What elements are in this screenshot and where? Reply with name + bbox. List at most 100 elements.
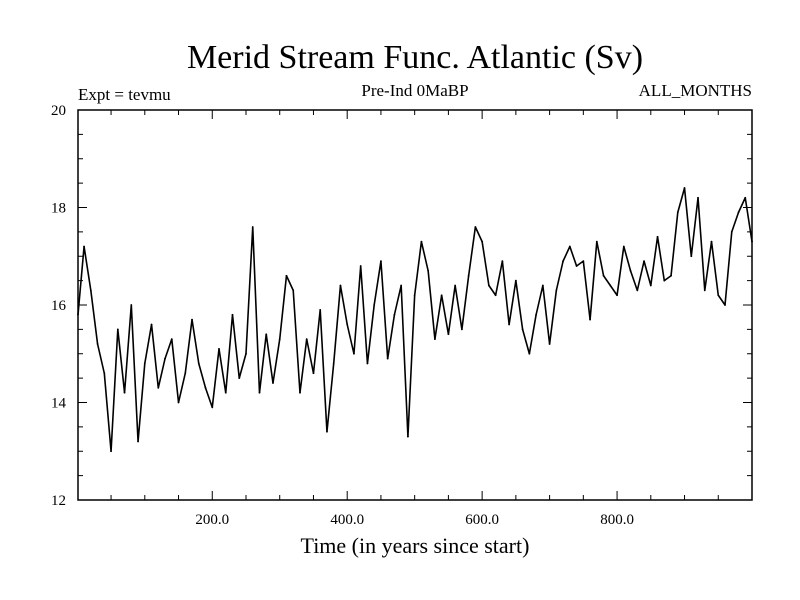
data-point [494,294,497,297]
data-point [238,377,241,380]
data-point [103,372,106,375]
data-point [191,318,193,321]
data-point [413,294,416,297]
x-tick-label: 600.0 [465,512,499,528]
data-point [245,352,247,355]
data-point [83,245,85,248]
data-point [170,338,173,341]
tick-labels-layer: 12 14 16 18 20 200.0 400.0 600.0 800.0 [51,103,634,528]
data-point [366,362,369,365]
data-point [204,386,207,389]
data-point [636,289,639,292]
data-point [143,362,146,365]
data-point [339,284,342,287]
x-tick-label: 400.0 [330,512,364,528]
data-point [272,382,274,384]
data-point [251,226,254,228]
data-point [474,226,477,228]
data-point [589,318,591,321]
data-point [258,391,261,394]
data-point [454,284,457,287]
data-point [616,294,618,297]
data-point [602,274,605,277]
data-point [676,211,679,214]
data-point [305,338,308,341]
data-point [568,245,571,248]
y-tick-label: 14 [51,396,67,412]
subtitle-right: ALL_MONTHS [639,81,752,100]
data-point [481,240,484,243]
y-tick-label: 16 [51,298,67,314]
data-point [96,343,99,345]
data-point [393,313,396,316]
data-point [697,196,699,199]
data-point [292,289,295,292]
data-point [380,260,382,263]
data-point [420,240,423,243]
data-point [663,279,666,282]
data-point [265,333,268,336]
data-point [177,401,180,404]
data-point [683,187,686,189]
data-point [582,260,585,263]
x-tick-label: 800.0 [600,512,634,528]
data-point [562,260,564,263]
data-point [467,274,470,277]
data-point [224,391,227,394]
y-tick-label: 18 [51,201,66,217]
data-point [150,323,153,326]
data-point [386,357,389,360]
data-point [460,328,463,331]
data-point [649,284,652,287]
data-point [130,304,133,306]
data-point [629,269,632,272]
data-point [440,294,443,297]
data-point [346,323,349,326]
data-point [353,352,355,355]
data-point [299,391,301,394]
data-point [407,435,409,438]
data-point [575,265,578,267]
data-point [609,284,612,287]
data-point [137,440,139,443]
data-point [703,289,706,292]
chart-title: Merid Stream Func. Atlantic (Sv) [187,39,643,76]
data-point [400,284,403,287]
data-point [670,274,672,277]
data-point [548,343,551,345]
data-point [427,269,430,272]
data-point [123,391,126,394]
data-point [541,284,544,287]
data-point [724,304,726,306]
data-point [622,245,625,248]
data-point [710,240,713,243]
subtitle-center: Pre-Ind 0MaBP [361,81,468,100]
data-point [717,294,720,297]
data-point [595,240,598,243]
data-point [730,230,733,233]
data-point [434,338,436,341]
data-point [656,235,659,238]
data-point [116,328,119,331]
data-point [164,357,166,360]
data-point [501,260,504,263]
plot-frame [77,109,753,501]
data-point [110,450,112,453]
subtitle-left: Expt = tevmu [78,85,171,104]
x-axis-label: Time (in years since start) [301,533,530,558]
data-point [184,372,187,375]
data-point [312,372,315,375]
data-point [690,255,693,258]
data-point [528,352,531,355]
data-point [326,430,328,433]
data-point [332,362,335,365]
data-point [211,406,214,409]
data-point [157,386,160,389]
series-layer [77,187,753,453]
x-tick-label: 200.0 [195,512,229,528]
data-point [447,333,450,336]
data-point [744,196,747,199]
y-tick-label: 20 [51,103,66,119]
y-tick-label: 12 [51,493,66,509]
